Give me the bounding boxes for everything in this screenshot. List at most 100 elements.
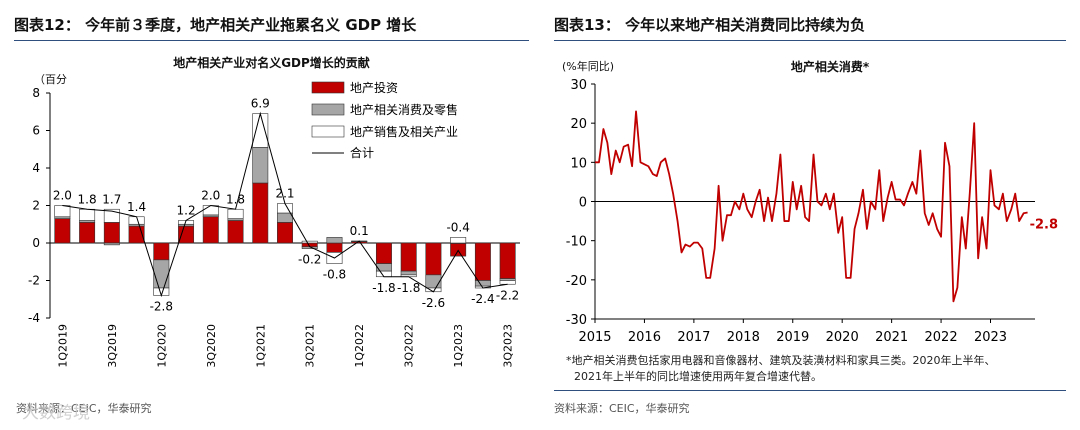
x-tick-label: 1Q2023 <box>452 324 465 368</box>
x-tick-label: 2023 <box>974 330 1007 345</box>
y-tick-label: 0 <box>579 196 587 211</box>
bar-segment <box>277 212 293 223</box>
bar-segment <box>79 208 96 221</box>
bar-segment <box>202 216 219 244</box>
data-label: 1.7 <box>102 192 121 206</box>
data-label: 1.8 <box>226 192 245 206</box>
legend-label: 合计 <box>350 145 374 160</box>
legend-swatch <box>311 125 345 138</box>
data-label: 0.1 <box>350 224 369 238</box>
y-tick-label: 30 <box>570 78 587 93</box>
data-label: -1.8 <box>372 281 395 295</box>
bar-segment <box>400 242 417 272</box>
right-y-unit: (%年同比) <box>562 60 615 73</box>
x-tick-label: 3Q2023 <box>502 324 515 368</box>
x-tick-label: 2016 <box>628 330 661 345</box>
x-tick-label: 2019 <box>776 330 809 345</box>
y-tick-label: -10 <box>566 235 587 250</box>
data-label: -2.6 <box>422 296 445 310</box>
x-tick-label: 2015 <box>578 330 611 345</box>
y-tick-label: -20 <box>566 274 587 289</box>
data-label: 2.0 <box>201 189 220 203</box>
right-chart-title: 地产相关消费* <box>790 60 870 74</box>
bar-segment <box>153 242 170 261</box>
x-tick-label: 2018 <box>727 330 760 345</box>
bar-segment <box>103 208 120 223</box>
bar-segment <box>103 242 120 246</box>
watermark: 大数跨境 <box>22 403 90 423</box>
right-footnote-line-1: *地产相关消费包括家用电器和音像器材、建筑及装潢材料和家具三类。2020年上半年… <box>566 354 996 367</box>
left-y-unit: （百分 <box>34 73 67 86</box>
x-tick-label: 3Q2020 <box>205 324 218 368</box>
x-tick-label: 1Q2020 <box>155 324 168 368</box>
bar-segment <box>425 242 442 276</box>
end-value-label: -2.8 <box>1030 217 1058 232</box>
x-tick-label: 3Q2019 <box>106 324 119 368</box>
left-chart-title: 地产相关产业对名义GDP增长的贡献 <box>173 56 370 70</box>
bar-segment <box>425 274 442 289</box>
y-tick-label: 0 <box>32 236 40 250</box>
data-label: -1.8 <box>397 281 420 295</box>
bar-segment <box>474 242 491 281</box>
data-label: 1.2 <box>177 204 196 218</box>
bar-segment <box>54 205 71 218</box>
consumption-line <box>595 110 1028 303</box>
total-line <box>62 111 508 298</box>
bar-segment <box>301 240 318 244</box>
left-panel-title: 图表12： 今年前３季度，地产相关产业拖累名义 GDP 增长 <box>14 16 417 34</box>
y-tick-label: 6 <box>32 124 40 138</box>
bar-segment <box>499 242 516 279</box>
left-title-rule <box>14 40 529 41</box>
x-tick-label: 2021 <box>875 330 908 345</box>
x-tick-label: 1Q2021 <box>254 324 267 368</box>
bar-segment <box>450 242 467 257</box>
left-bar-chart: -4 -2 0 2 4 6 8 2.0 1.8 1.7 1.4 -2.8 1.2 2.0 1.8 6.9 2.1… <box>28 80 520 368</box>
x-tick-label: 2022 <box>925 330 958 345</box>
bar-segment <box>227 220 244 244</box>
right-title-rule <box>554 40 1066 41</box>
bar-segment <box>178 225 195 244</box>
bar-segment <box>326 242 343 253</box>
legend-label: 地产投资 <box>350 80 398 95</box>
bar-segment <box>153 259 170 289</box>
data-label: 1.8 <box>78 192 97 206</box>
x-tick-label: 3Q2022 <box>403 324 416 368</box>
bar-segment <box>252 147 269 184</box>
data-label: 6.9 <box>251 97 270 111</box>
data-label: -2.2 <box>496 288 519 302</box>
data-label: -2.8 <box>150 300 173 314</box>
bar-segment <box>252 182 269 244</box>
legend-label: 地产销售及相关产业 <box>350 124 458 139</box>
right-source-rule <box>554 390 1066 391</box>
left-source: 资料来源：CEIC，华泰研究 <box>16 402 152 415</box>
bar-segment <box>79 222 96 244</box>
bar-segment <box>277 203 293 214</box>
right-footnote-line-2: 2021年上半年的同比增速使用两年复合增速代替。 <box>574 370 822 383</box>
data-label: 2.1 <box>275 187 294 201</box>
data-label: -0.8 <box>323 268 346 282</box>
bar-segment <box>400 270 417 276</box>
x-tick-label: 3Q2021 <box>304 324 317 368</box>
bar-segment <box>202 205 219 216</box>
right-panel-title: 图表13： 今年以来地产相关消费同比持续为负 <box>554 16 866 34</box>
data-label: -2.4 <box>471 292 494 306</box>
bar-segment <box>103 222 120 244</box>
legend-swatch <box>311 81 345 94</box>
data-label: -0.4 <box>446 220 469 234</box>
right-line-chart: -30 -20 -10 0 10 20 30 2015 2016 2017 2018 2019 2020… <box>566 78 1058 345</box>
x-tick-label: 1Q2019 <box>56 324 69 368</box>
bar-segment <box>227 208 244 219</box>
y-tick-label: -30 <box>566 313 587 328</box>
y-tick-label: 2 <box>32 199 40 213</box>
x-tick-label: 2020 <box>826 330 859 345</box>
y-tick-label: -4 <box>28 311 40 325</box>
y-tick-label: 10 <box>570 156 587 171</box>
bar-segment <box>326 237 343 244</box>
y-tick-label: 20 <box>570 117 587 132</box>
right-source: 资料来源：CEIC，华泰研究 <box>554 402 690 415</box>
bar-segment <box>499 280 516 285</box>
bar-segment <box>450 237 467 244</box>
x-tick-label: 1Q2022 <box>353 324 366 368</box>
data-label: 2.0 <box>53 189 72 203</box>
y-tick-label: -2 <box>28 274 40 288</box>
